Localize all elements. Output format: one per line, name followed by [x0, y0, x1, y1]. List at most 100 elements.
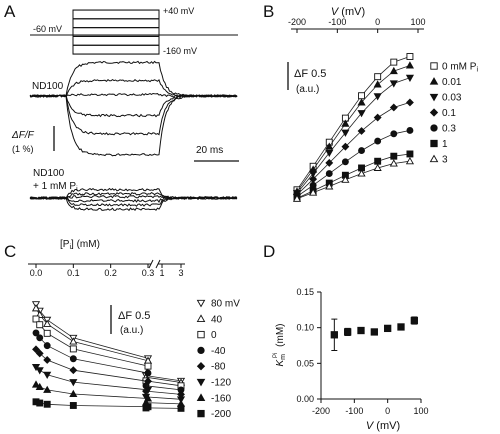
c-fit-right: [145, 380, 182, 387]
b-point-square-open: [406, 53, 414, 60]
d-y-tick-label: 0.10: [296, 323, 314, 333]
pi-trace-label-line1: ND100: [33, 168, 65, 179]
b-legend-marker-triangle-up: [429, 77, 439, 85]
d-y-tick-label: 0.00: [296, 394, 314, 404]
d-plot: [330, 316, 418, 351]
c-fit-right: [145, 396, 182, 400]
c-legend-label: -40: [211, 346, 226, 357]
b-point-diamond: [341, 142, 350, 151]
c-fit-left: [35, 401, 150, 409]
b-legend-label: 0.1: [442, 108, 456, 119]
time-scale-label: 20 ms: [196, 145, 223, 156]
b-point-circle: [341, 158, 349, 166]
b-legend-marker-square-open: [430, 62, 438, 70]
c-x-tick-label: 0.3: [142, 268, 155, 278]
b-point-square: [374, 157, 382, 165]
c-point-triangle-down: [43, 371, 52, 379]
control-trace-label: ND100: [32, 81, 64, 92]
panel-c: [Pi] (mM) 0.0 0.1 0.2 0.3 1 3 ΔF 0.5 (a.u.) 8…: [28, 239, 240, 420]
pi-trace-4: [29, 196, 238, 203]
c-point-circle: [43, 342, 51, 350]
b-point-circle: [390, 130, 398, 138]
c-point-square: [69, 402, 77, 409]
d-y-tick-label: 0.15: [296, 287, 314, 297]
b-point-triangle-up: [373, 80, 382, 88]
d-x-tick-label: 0: [385, 406, 390, 416]
b-point-triangle-down: [389, 80, 398, 88]
d-point: [397, 323, 405, 331]
c-axis-break-1: [148, 259, 154, 269]
c-point-triangle-down: [143, 386, 153, 395]
b-x-tick-label: -200: [288, 17, 306, 27]
b-series-line: [296, 77, 411, 194]
c-point-triangle-up-open: [69, 337, 78, 345]
b-point-circle: [309, 181, 317, 189]
b-legend-marker-circle: [430, 124, 438, 132]
c-point-circle: [32, 329, 40, 337]
b-point-diamond: [373, 113, 382, 122]
c-fit-left: [35, 332, 149, 386]
panel-letter-b: B: [263, 2, 274, 21]
b-scale-label: ΔF 0.5: [294, 68, 326, 80]
dff-scale-unit: (1 %): [12, 144, 34, 154]
b-point-triangle-down: [341, 129, 350, 137]
panel-b: V (mV) -200 -100 0 100 ΔF 0.5 (a.u.) 0 mM P…: [287, 6, 478, 202]
b-point-square-open: [390, 58, 398, 66]
c-legend-label: 0: [211, 330, 217, 341]
c-point-square: [142, 404, 150, 412]
c-legend-label: 80 mV: [211, 299, 240, 310]
c-x-axis: 0.0 0.1 0.2 0.3 1 3: [28, 259, 185, 278]
b-legend-label: 1: [442, 139, 448, 150]
b-point-square-open: [374, 73, 382, 81]
c-x-tick-label: 0.0: [30, 268, 43, 278]
c-legend-marker-triangle-down-open: [196, 299, 206, 308]
c-legend-label: -120: [211, 378, 231, 389]
pi-trace-6: [30, 196, 237, 212]
b-x-axis: -200 -100 0 100: [288, 17, 426, 33]
c-legend-label: -160: [211, 393, 231, 404]
b-point-triangle-down: [325, 149, 334, 158]
c-point-square-open: [36, 321, 44, 329]
d-point: [410, 316, 418, 325]
holding-label: -60 mV: [33, 24, 62, 34]
b-legend-marker-triangle-up-open: [429, 154, 439, 163]
d-x-tick-label: -100: [345, 406, 363, 416]
pi-traces: [29, 187, 238, 212]
c-legend-marker-square: [197, 409, 205, 418]
b-point-triangle-up-open: [373, 163, 382, 171]
c-point-triangle-up-open: [43, 319, 52, 327]
c-scale-unit: (a.u.): [120, 325, 143, 336]
c-fit-right: [145, 375, 182, 382]
pi-trace-5: [29, 196, 238, 207]
b-legend-label: 0 mM Pi: [442, 62, 478, 74]
d-x-axis-title: V (mV): [366, 420, 400, 432]
d-point: [357, 326, 365, 335]
c-point-triangle-down: [35, 367, 44, 375]
b-scale-unit: (a.u.): [296, 84, 319, 95]
c-point-square: [36, 399, 44, 407]
voltage-protocol: [30, 9, 238, 55]
b-point-triangle-up: [389, 66, 398, 75]
b-point-triangle-up: [357, 98, 366, 106]
c-legend: 80 mV 40 0 -40 -80 -120 -160 -200: [196, 299, 240, 420]
b-x-tick-label: 100: [410, 17, 425, 27]
c-point-circle: [36, 334, 44, 342]
c-x-tick-label: 0.1: [67, 268, 80, 278]
b-point-triangle-down: [357, 110, 366, 118]
c-point-square: [43, 400, 51, 408]
b-plot: [292, 53, 415, 202]
c-point-diamond: [144, 377, 152, 386]
c-x-tick-label: 0.2: [104, 268, 117, 278]
c-legend-label: -80: [211, 362, 226, 373]
c-fit-right: [145, 402, 182, 405]
c-point-diamond: [43, 356, 52, 364]
b-point-triangle-up: [341, 119, 350, 127]
b-point-circle: [358, 147, 365, 155]
b-point-triangle-down: [405, 74, 415, 83]
c-point-triangle-down: [69, 379, 78, 387]
c-legend-label: -200: [211, 409, 231, 420]
d-point: [384, 324, 392, 333]
c-plot: [31, 301, 186, 412]
c-point-triangle-up-open: [31, 304, 41, 312]
